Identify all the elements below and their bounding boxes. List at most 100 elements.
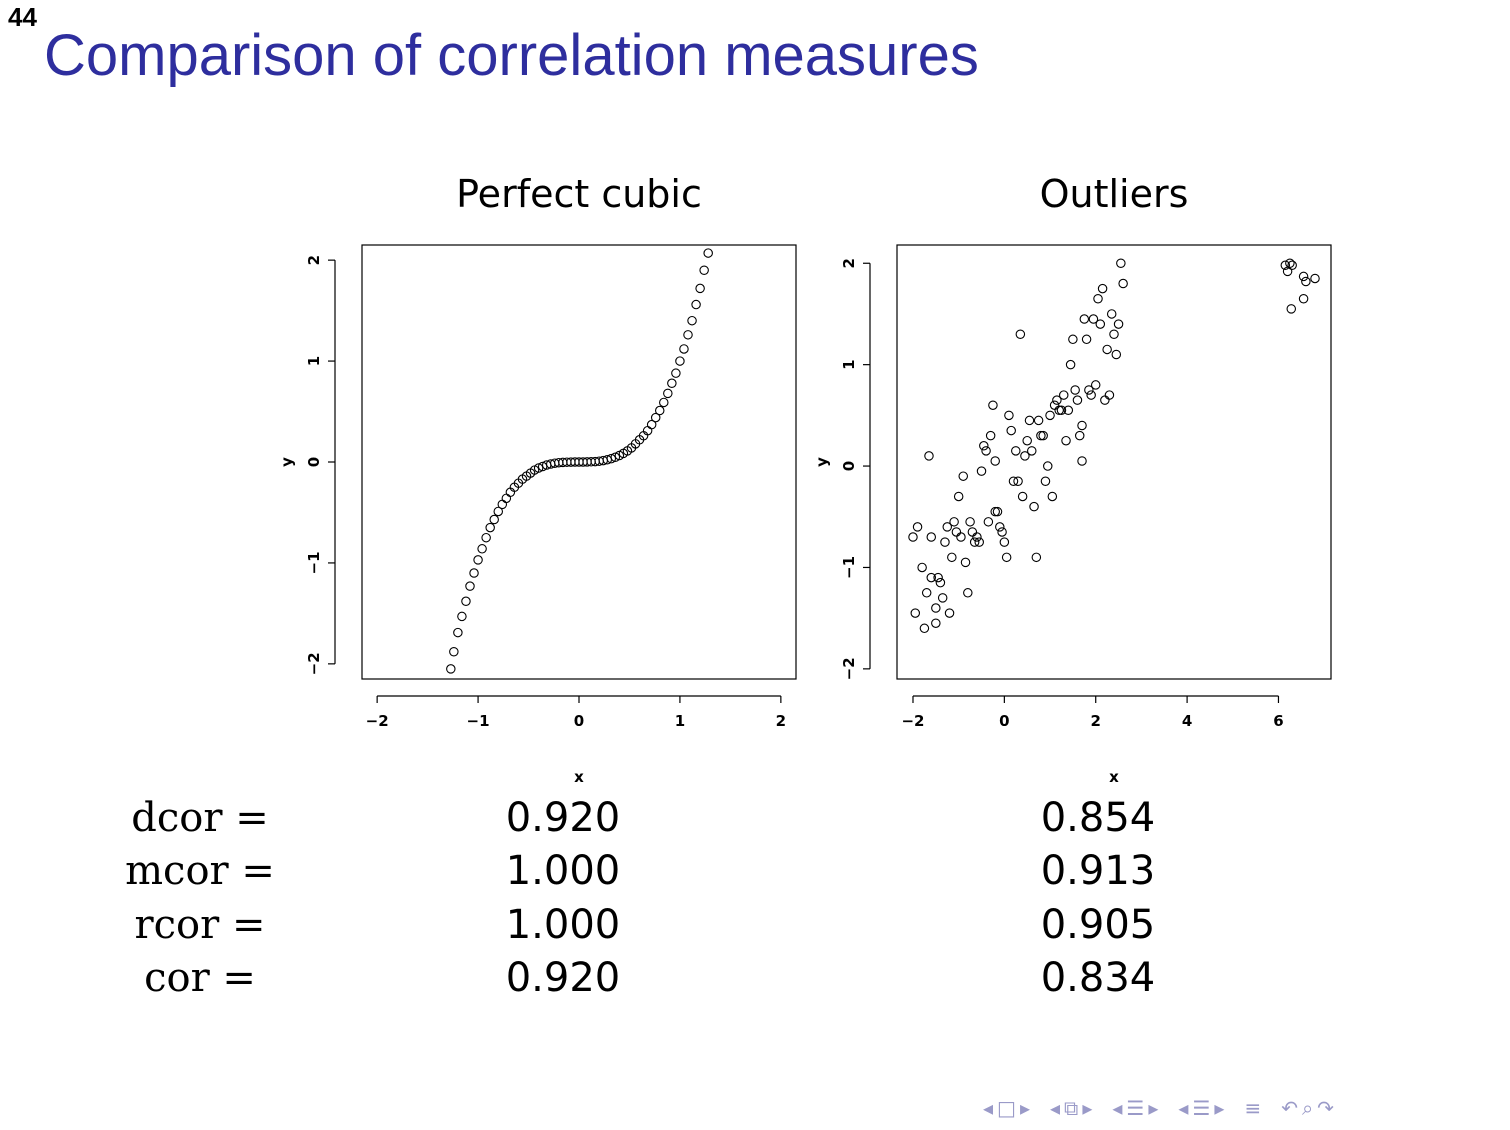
cubic-data-point xyxy=(533,463,544,473)
outliers-data-point xyxy=(990,506,1000,517)
nav-section-icon[interactable]: ☰ xyxy=(1126,1096,1145,1120)
cubic-data-point xyxy=(469,568,479,578)
measure-label-mcor: mcor = xyxy=(125,848,275,894)
outliers-data-point xyxy=(1040,476,1051,487)
outliers-data-point xyxy=(1036,430,1046,441)
outliers-x-axis-label: x xyxy=(1109,768,1119,786)
outliers-data-point xyxy=(908,532,918,542)
outliers-data-point xyxy=(1310,273,1320,284)
outliers-data-point xyxy=(926,532,937,542)
nav-prev-subsection-icon[interactable]: ◂ xyxy=(1178,1096,1189,1120)
nav-undo-icon[interactable]: ↶ xyxy=(1281,1096,1298,1120)
outliers-x-tick-label: 2 xyxy=(1091,712,1101,730)
measure-value-cubic-rcor: 1.000 xyxy=(505,902,621,948)
outliers-data-point xyxy=(1077,420,1087,431)
outliers-data-point xyxy=(1097,283,1108,294)
outliers-data-point xyxy=(1100,395,1110,405)
measure-value-outliers-rcor: 0.905 xyxy=(1040,902,1156,948)
nav-next-frame-icon[interactable]: ▸ xyxy=(1019,1096,1030,1120)
outliers-data-point xyxy=(1011,446,1021,456)
outliers-data-point xyxy=(988,400,998,410)
outliers-data-point xyxy=(1045,410,1055,421)
cubic-data-point xyxy=(663,388,673,399)
outliers-data-point xyxy=(1102,344,1112,355)
outliers-data-point xyxy=(963,588,973,598)
cubic-data-point xyxy=(481,532,491,543)
cubic-x-tick-label: 1 xyxy=(675,712,685,730)
outliers-data-point xyxy=(947,552,957,563)
outliers-data-point xyxy=(997,527,1007,537)
outliers-y-tick-label: 1 xyxy=(840,359,858,369)
outliers-data-point xyxy=(1079,314,1090,324)
nav-prev-slide-icon[interactable]: ◂ xyxy=(1050,1096,1061,1120)
outliers-data-point xyxy=(1280,260,1291,271)
cubic-data-point xyxy=(485,522,495,533)
outliers-data-point xyxy=(985,430,996,441)
outliers-data-point xyxy=(1093,293,1103,304)
nav-frame-icon[interactable]: □ xyxy=(997,1096,1016,1120)
cubic-points xyxy=(446,248,713,674)
nav-next-section-icon[interactable]: ▸ xyxy=(1148,1096,1159,1120)
measure-label-cor: cor = xyxy=(144,955,256,1001)
nav-next-subsection-icon[interactable]: ▸ xyxy=(1214,1096,1225,1120)
outliers-data-point xyxy=(1024,415,1035,426)
cubic-y-tick-label: 1 xyxy=(305,356,323,366)
outliers-data-point xyxy=(1070,385,1080,395)
outliers-data-point xyxy=(1001,552,1012,563)
outliers-y-axis-label: y xyxy=(813,457,831,467)
cubic-data-point xyxy=(457,611,467,622)
outliers-data-point xyxy=(1052,395,1062,405)
outliers-data-point xyxy=(953,491,964,502)
outliers-scatter-svg: Outliers −2 0 2 4 6 x −2 −1 0 1 2 y xyxy=(813,172,1332,786)
outliers-data-point xyxy=(931,618,941,628)
outliers-data-point xyxy=(1020,451,1030,461)
outliers-data-point xyxy=(937,593,948,603)
cubic-data-point xyxy=(453,627,463,638)
cubic-data-point xyxy=(461,596,471,607)
cubic-data-point xyxy=(501,493,512,504)
cubic-data-point xyxy=(650,412,661,423)
outliers-data-point xyxy=(1081,334,1092,345)
outliers-data-point xyxy=(967,527,978,537)
cubic-x-tick-label: −1 xyxy=(467,712,490,730)
outliers-data-point xyxy=(1017,491,1028,502)
outliers-data-point xyxy=(1287,260,1297,271)
cubic-data-point xyxy=(606,453,617,464)
cubic-y-tick-label: −2 xyxy=(305,652,323,675)
outliers-data-point xyxy=(1043,461,1053,471)
nav-redo-icon[interactable]: ↷ xyxy=(1317,1096,1334,1120)
outliers-data-point xyxy=(992,506,1003,517)
outliers-y-tick-label: 0 xyxy=(840,461,858,471)
outliers-data-point xyxy=(1065,359,1076,370)
outliers-data-point xyxy=(1285,258,1295,269)
outliers-data-point xyxy=(931,603,941,613)
cubic-data-point xyxy=(493,506,504,517)
nav-search-icon[interactable]: ⌕ xyxy=(1301,1096,1314,1120)
nav-align-icon[interactable]: ≡ xyxy=(1244,1096,1262,1120)
measure-label-dcor: dcor = xyxy=(131,795,269,841)
outliers-data-point xyxy=(1068,334,1078,345)
cubic-data-point xyxy=(667,378,677,389)
nav-subsection-icon[interactable]: ☰ xyxy=(1192,1096,1211,1120)
outliers-x-tick-label: 4 xyxy=(1182,712,1192,730)
cubic-data-point xyxy=(683,330,693,340)
outliers-data-point xyxy=(1027,446,1037,456)
outliers-data-point xyxy=(917,562,927,573)
outliers-data-point xyxy=(1058,390,1069,400)
nav-next-slide-icon[interactable]: ▸ xyxy=(1082,1096,1093,1120)
outliers-data-point xyxy=(1301,276,1311,287)
outliers-data-point xyxy=(983,517,994,527)
nav-prev-section-icon[interactable]: ◂ xyxy=(1112,1096,1123,1120)
outliers-data-point xyxy=(1086,390,1096,400)
outliers-data-point xyxy=(951,527,962,537)
nav-slide-icon[interactable]: ⧉ xyxy=(1064,1096,1079,1120)
cubic-data-point xyxy=(695,283,705,294)
outliers-data-point xyxy=(1004,410,1014,421)
outliers-data-point xyxy=(1109,329,1119,339)
outliers-data-point xyxy=(1111,349,1122,360)
outliers-y-tick-label: −1 xyxy=(840,556,858,579)
outliers-data-point xyxy=(1116,258,1126,269)
cubic-data-point xyxy=(703,248,713,258)
nav-prev-frame-icon[interactable]: ◂ xyxy=(983,1096,994,1120)
cubic-data-point xyxy=(687,315,697,326)
